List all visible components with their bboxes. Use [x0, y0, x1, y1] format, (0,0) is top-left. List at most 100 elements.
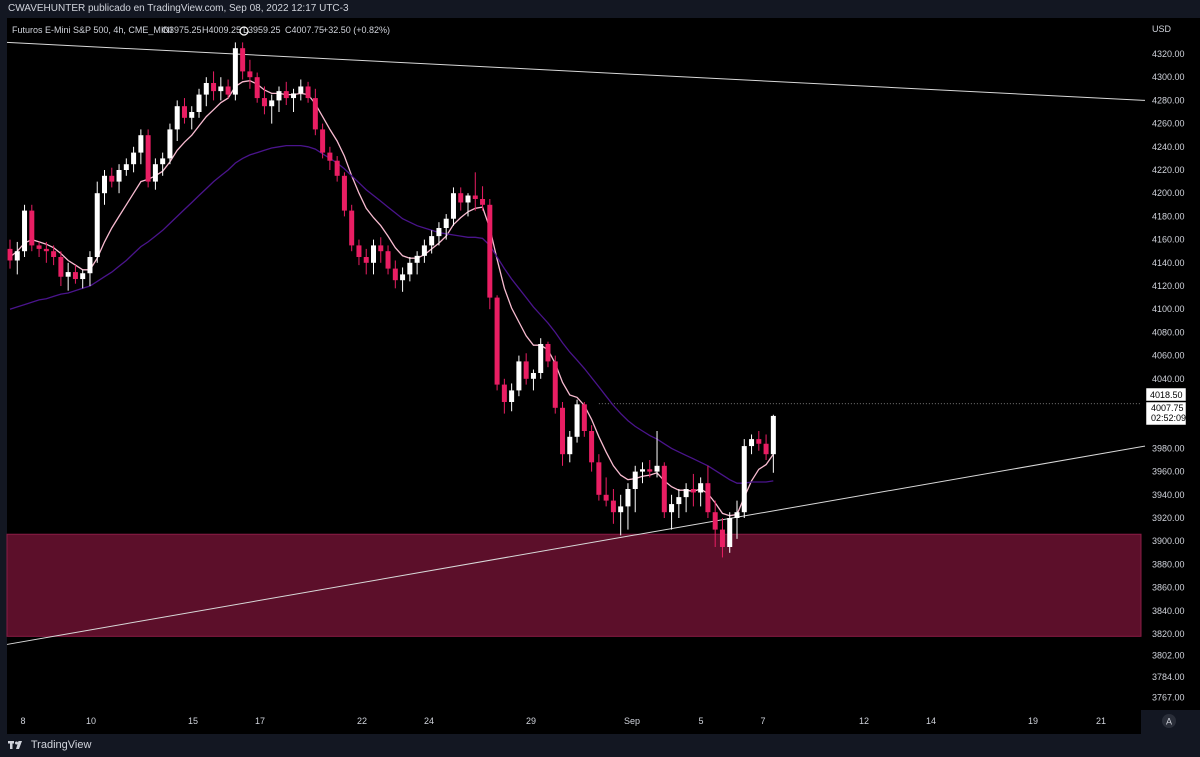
candle	[247, 59, 253, 89]
candle-body	[349, 210, 355, 246]
candle	[538, 338, 544, 379]
candle-body	[683, 489, 689, 498]
candle-body	[167, 129, 173, 159]
candle-body	[690, 489, 696, 493]
y-tick-label: 4180.00	[1152, 211, 1185, 221]
x-tick-label: 19	[1028, 716, 1038, 726]
candle	[196, 88, 202, 118]
candle	[523, 353, 529, 385]
candle	[734, 500, 740, 539]
candle	[152, 158, 158, 190]
y-tick-label: 4280.00	[1152, 95, 1185, 105]
candle-body	[341, 175, 347, 211]
candle-body	[356, 245, 362, 257]
footer-bar: TradingView	[0, 734, 1200, 757]
ohlc-change: +32.50 (+0.82%)	[323, 25, 390, 35]
candle-body	[392, 268, 398, 281]
candle-body	[240, 48, 246, 72]
candle	[356, 239, 362, 266]
currency-label: USD	[1152, 24, 1172, 34]
candle-body	[312, 98, 318, 130]
candle	[501, 378, 507, 414]
candle-body	[138, 135, 144, 153]
candle	[472, 172, 478, 211]
candle	[240, 42, 246, 80]
candle-body	[269, 100, 275, 107]
candle	[465, 193, 471, 217]
candle-body	[327, 152, 333, 161]
candle-body	[487, 204, 493, 298]
candle	[581, 402, 587, 437]
auto-scale-button[interactable]: A	[1162, 714, 1176, 728]
candle	[341, 172, 347, 217]
candle	[138, 129, 144, 165]
y-tick-label: 3960.00	[1152, 467, 1185, 477]
x-tick-label: 22	[357, 716, 367, 726]
countdown-text: 02:52:09	[1151, 413, 1186, 423]
candle	[123, 158, 129, 176]
candle	[407, 257, 413, 282]
candle	[567, 431, 573, 463]
candle	[516, 355, 522, 397]
x-tick-label: 14	[926, 716, 936, 726]
y-tick-label: 4160.00	[1152, 235, 1185, 245]
candle	[291, 88, 297, 112]
candle	[254, 72, 260, 103]
candle	[560, 402, 566, 466]
candle-body	[181, 106, 187, 118]
candle	[102, 170, 108, 205]
support-trendline[interactable]	[6, 445, 1146, 645]
candle-body	[371, 245, 376, 263]
candle	[596, 454, 602, 501]
ohlc-high: H4009.25	[202, 25, 241, 35]
candle-body	[596, 462, 602, 495]
candle	[552, 355, 558, 414]
candle-body	[676, 497, 682, 505]
price-chart[interactable]: 4320.00 4300.00 4280.00 4260.00 4240.00 4220.…	[0, 18, 1200, 734]
auto-scale-label: A	[1166, 717, 1172, 727]
candle	[683, 483, 689, 513]
candle-body	[581, 404, 587, 431]
fast-moving-average-line	[9, 80, 774, 517]
candle	[87, 251, 93, 286]
candle	[269, 94, 275, 124]
y-tick-label: 3820.00	[1152, 629, 1185, 639]
x-tick-label: 15	[188, 716, 198, 726]
candle-body	[734, 512, 740, 518]
last-price-text: 4007.75	[1151, 403, 1184, 413]
candle-body	[116, 170, 122, 182]
y-tick-label: 4140.00	[1152, 258, 1185, 268]
x-tick-label: 21	[1096, 716, 1106, 726]
candle	[480, 186, 486, 211]
candle-body	[465, 195, 471, 203]
published-line: CWAVEHUNTER publicado en TradingView.com…	[8, 3, 349, 14]
y-tick-label: 3860.00	[1152, 583, 1185, 593]
time-axis[interactable]	[7, 710, 1141, 734]
candle-body	[494, 297, 500, 385]
candle	[654, 431, 660, 478]
candle	[574, 399, 580, 443]
refresh-icon[interactable]	[239, 26, 249, 36]
candle-body	[727, 518, 733, 547]
candle-body	[283, 91, 289, 99]
resistance-trendline[interactable]	[6, 41, 1146, 101]
candle-body	[698, 483, 704, 493]
candle	[72, 265, 78, 284]
candle	[211, 71, 217, 101]
candle	[589, 425, 595, 472]
candle-body	[632, 471, 638, 489]
candle	[371, 239, 376, 275]
candle	[414, 251, 420, 275]
y-tick-label: 4100.00	[1152, 304, 1185, 314]
x-tick-label: 12	[859, 716, 869, 726]
candle	[487, 199, 493, 310]
candle-body	[741, 446, 747, 513]
candle	[22, 204, 28, 257]
candle-body	[552, 361, 558, 408]
support-zone[interactable]	[6, 533, 1142, 637]
candle-body	[189, 112, 195, 118]
price-axis[interactable]	[1141, 18, 1200, 710]
candle-body	[254, 77, 260, 99]
candle-body	[123, 164, 129, 170]
y-tick-label: 3920.00	[1152, 513, 1185, 523]
